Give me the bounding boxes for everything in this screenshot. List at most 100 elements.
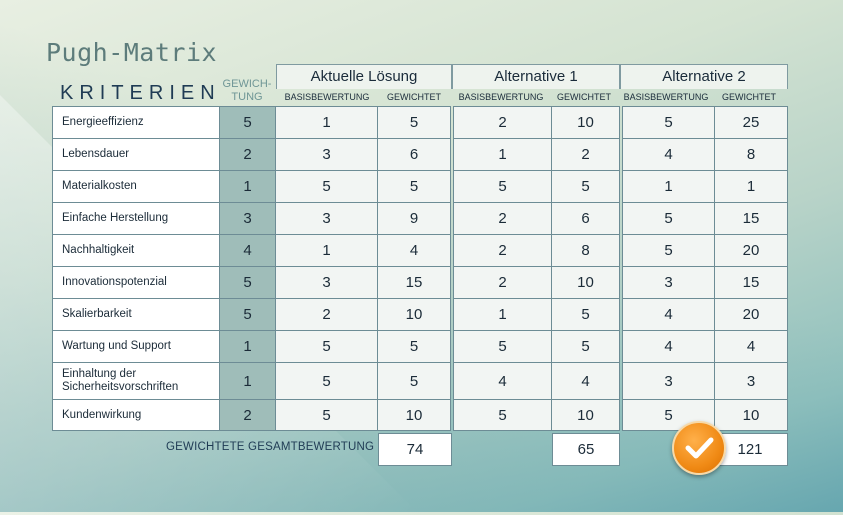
- weight-cell: 1: [219, 330, 276, 363]
- table-row: Nachhaltigkeit 4 1 4 2 8 5 20: [52, 234, 788, 267]
- table-row: Energieeffizienz 5 1 5 2 10 5 25: [52, 106, 788, 139]
- criterion-cell: Energieeffizienz: [52, 106, 220, 139]
- base-score-cell: 1: [453, 298, 552, 331]
- base-score-cell: 5: [453, 330, 552, 363]
- criterion-cell: Materialkosten: [52, 170, 220, 203]
- weighted-score-cell: 10: [377, 399, 451, 431]
- weight-cell: 5: [219, 298, 276, 331]
- check-mark-svg: [685, 437, 714, 459]
- weighted-score-cell: 3: [714, 362, 788, 400]
- criterion-cell: Nachhaltigkeit: [52, 234, 220, 267]
- criterion-cell: Innovationspotenzial: [52, 266, 220, 299]
- total-label: GEWICHTETE GESAMTBEWERTUNG: [166, 441, 375, 453]
- base-score-cell: 5: [453, 399, 552, 431]
- weight-cell: 2: [219, 138, 276, 171]
- weighted-score-cell: 15: [714, 266, 788, 299]
- weighted-score-cell: 10: [377, 298, 451, 331]
- weighted-score-cell: 4: [551, 362, 620, 400]
- base-score-cell: 2: [453, 106, 552, 139]
- weighted-score-cell: 10: [551, 399, 620, 431]
- weighted-score-cell: 2: [551, 138, 620, 171]
- weighted-score-cell: 9: [377, 202, 451, 235]
- criterion-cell: Lebensdauer: [52, 138, 220, 171]
- base-score-cell: 4: [622, 138, 715, 171]
- weighted-score-cell: 4: [714, 330, 788, 363]
- weight-cell: 2: [219, 399, 276, 431]
- table-row: Lebensdauer 2 3 6 1 2 4 8: [52, 138, 788, 171]
- base-score-cell: 2: [453, 202, 552, 235]
- weight-cell: 1: [219, 170, 276, 203]
- table-row: Einhaltung der Sicherheitsvorschriften 1 5…: [52, 362, 788, 400]
- base-score-cell: 1: [622, 170, 715, 203]
- criterion-cell: Skalierbarkeit: [52, 298, 220, 331]
- weight-cell: 4: [219, 234, 276, 267]
- base-score-cell: 5: [275, 399, 378, 431]
- weighted-score-cell: 5: [377, 106, 451, 139]
- weighted-score-cell: 5: [551, 330, 620, 363]
- criteria-header: KRITERIEN: [60, 82, 221, 104]
- table-row: Materialkosten 1 5 5 5 5 1 1: [52, 170, 788, 203]
- weighted-score-cell: 20: [714, 234, 788, 267]
- base-score-cell: 3: [275, 138, 378, 171]
- subheader-weighted-alt2: GEWICHTET: [722, 92, 776, 102]
- table-row: Wartung und Support 1 5 5 5 5 4 4: [52, 330, 788, 363]
- subheader-base-alt1: BASISBEWERTUNG: [458, 92, 544, 102]
- base-score-cell: 2: [275, 298, 378, 331]
- criterion-cell: Einfache Herstellung: [52, 202, 220, 235]
- weighted-score-cell: 10: [551, 106, 620, 139]
- weighted-score-cell: 5: [377, 362, 451, 400]
- base-score-cell: 5: [453, 170, 552, 203]
- group-header-current: Aktuelle Lösung: [276, 64, 452, 89]
- base-score-cell: 4: [622, 298, 715, 331]
- weighted-score-cell: 5: [551, 170, 620, 203]
- base-score-cell: 1: [275, 106, 378, 139]
- weighted-score-cell: 15: [377, 266, 451, 299]
- subheader-weighted-current: GEWICHTET: [387, 92, 441, 102]
- weighted-score-cell: 8: [714, 138, 788, 171]
- weighted-score-cell: 10: [714, 399, 788, 431]
- weighted-score-cell: 20: [714, 298, 788, 331]
- weighted-score-cell: 4: [377, 234, 451, 267]
- base-score-cell: 1: [275, 234, 378, 267]
- base-score-cell: 2: [453, 266, 552, 299]
- weighted-score-cell: 8: [551, 234, 620, 267]
- criterion-cell: Einhaltung der Sicherheitsvorschriften: [52, 362, 220, 400]
- weighted-score-cell: 5: [377, 170, 451, 203]
- base-score-cell: 3: [275, 202, 378, 235]
- subheader-base-alt2: BASISBEWERTUNG: [623, 92, 709, 102]
- weight-cell: 5: [219, 106, 276, 139]
- group-header-alt2: Alternative 2: [620, 64, 788, 89]
- base-score-cell: 4: [453, 362, 552, 400]
- table-row: Kundenwirkung 2 5 10 5 10 5 10: [52, 399, 788, 431]
- table-row: Einfache Herstellung 3 3 9 2 6 5 15: [52, 202, 788, 235]
- weighted-score-cell: 10: [551, 266, 620, 299]
- base-score-cell: 5: [622, 202, 715, 235]
- base-score-cell: 2: [453, 234, 552, 267]
- weight-header: GEWICH- TUNG: [219, 78, 275, 104]
- base-score-cell: 1: [453, 138, 552, 171]
- base-score-cell: 3: [622, 362, 715, 400]
- check-icon: [672, 421, 726, 475]
- criterion-cell: Kundenwirkung: [52, 399, 220, 431]
- weighted-score-cell: 1: [714, 170, 788, 203]
- table-row: Skalierbarkeit 5 2 10 1 5 4 20: [52, 298, 788, 331]
- base-score-cell: 5: [622, 106, 715, 139]
- weighted-score-cell: 5: [551, 298, 620, 331]
- weighted-score-cell: 6: [377, 138, 451, 171]
- weight-cell: 3: [219, 202, 276, 235]
- page-title: Pugh-Matrix: [46, 38, 218, 67]
- base-score-cell: 5: [275, 170, 378, 203]
- base-score-cell: 3: [275, 266, 378, 299]
- weighted-score-cell: 6: [551, 202, 620, 235]
- total-alt1: 65: [552, 433, 620, 466]
- criterion-cell: Wartung und Support: [52, 330, 220, 363]
- weight-cell: 1: [219, 362, 276, 400]
- base-score-cell: 5: [275, 330, 378, 363]
- table-row: Innovationspotenzial 5 3 15 2 10 3 15: [52, 266, 788, 299]
- weight-header-text: GEWICH- TUNG: [222, 78, 272, 103]
- base-score-cell: 3: [622, 266, 715, 299]
- base-score-cell: 5: [275, 362, 378, 400]
- group-header-alt1: Alternative 1: [452, 64, 620, 89]
- total-current: 74: [378, 433, 452, 466]
- pugh-matrix-table: Energieeffizienz 5 1 5 2 10 5 25 Lebensdauer 2 3 6 1…: [52, 106, 788, 431]
